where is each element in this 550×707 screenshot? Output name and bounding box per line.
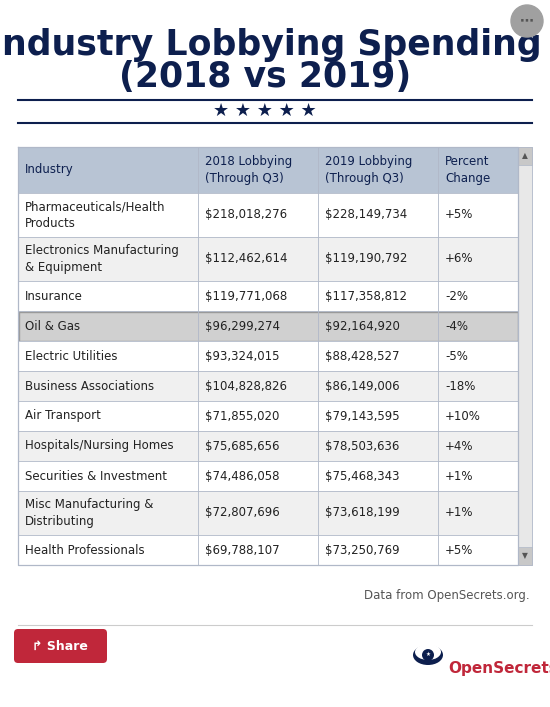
Text: ★: ★	[426, 651, 431, 657]
Text: +5%: +5%	[445, 209, 474, 221]
Text: $96,299,274: $96,299,274	[205, 320, 280, 332]
Text: $69,788,107: $69,788,107	[205, 544, 279, 556]
FancyBboxPatch shape	[18, 491, 518, 535]
Text: Pharmaceuticals/Health
Products: Pharmaceuticals/Health Products	[25, 200, 166, 230]
Text: Oil & Gas: Oil & Gas	[25, 320, 80, 332]
FancyBboxPatch shape	[518, 547, 532, 565]
Text: Insurance: Insurance	[25, 289, 83, 303]
Text: Electric Utilities: Electric Utilities	[25, 349, 118, 363]
Text: $88,428,527: $88,428,527	[325, 349, 399, 363]
FancyBboxPatch shape	[518, 147, 532, 565]
Text: ★ ★ ★ ★ ★: ★ ★ ★ ★ ★	[213, 102, 317, 120]
Text: $79,143,595: $79,143,595	[325, 409, 400, 423]
Text: -18%: -18%	[445, 380, 475, 392]
FancyBboxPatch shape	[18, 535, 518, 565]
Text: Health Professionals: Health Professionals	[25, 544, 145, 556]
FancyBboxPatch shape	[18, 401, 518, 431]
Text: -5%: -5%	[445, 349, 468, 363]
Circle shape	[422, 649, 434, 661]
Text: ↱ Share: ↱ Share	[32, 640, 88, 653]
FancyBboxPatch shape	[18, 193, 518, 237]
Text: $93,324,015: $93,324,015	[205, 349, 279, 363]
Text: Industry: Industry	[25, 163, 74, 177]
Text: $74,486,058: $74,486,058	[205, 469, 279, 482]
FancyBboxPatch shape	[18, 311, 518, 341]
Text: Data from OpenSecrets.org.: Data from OpenSecrets.org.	[364, 588, 530, 602]
FancyBboxPatch shape	[18, 237, 518, 281]
Text: $92,164,920: $92,164,920	[325, 320, 400, 332]
Text: +10%: +10%	[445, 409, 481, 423]
FancyBboxPatch shape	[18, 147, 518, 193]
Text: +6%: +6%	[445, 252, 474, 266]
Text: $75,685,656: $75,685,656	[205, 440, 279, 452]
Text: -4%: -4%	[445, 320, 468, 332]
Text: 2018 Lobbying
(Through Q3): 2018 Lobbying (Through Q3)	[205, 156, 292, 185]
Text: $112,462,614: $112,462,614	[205, 252, 288, 266]
Text: +4%: +4%	[445, 440, 474, 452]
Ellipse shape	[413, 645, 443, 665]
Text: $72,807,696: $72,807,696	[205, 506, 280, 520]
Text: $218,018,276: $218,018,276	[205, 209, 287, 221]
FancyBboxPatch shape	[14, 629, 107, 663]
Text: $75,468,343: $75,468,343	[325, 469, 399, 482]
Circle shape	[511, 5, 543, 37]
Text: -2%: -2%	[445, 289, 468, 303]
Text: $228,149,734: $228,149,734	[325, 209, 407, 221]
Text: 2019 Lobbying
(Through Q3): 2019 Lobbying (Through Q3)	[325, 156, 412, 185]
FancyBboxPatch shape	[18, 431, 518, 461]
Text: +1%: +1%	[445, 469, 474, 482]
Text: Industry Lobbying Spending: Industry Lobbying Spending	[0, 28, 541, 62]
FancyBboxPatch shape	[18, 341, 518, 371]
Text: Securities & Investment: Securities & Investment	[25, 469, 167, 482]
Text: Business Associations: Business Associations	[25, 380, 154, 392]
FancyBboxPatch shape	[18, 371, 518, 401]
Text: Percent
Change: Percent Change	[445, 156, 490, 185]
Text: $117,358,812: $117,358,812	[325, 289, 407, 303]
Text: $73,618,199: $73,618,199	[325, 506, 400, 520]
Text: $86,149,006: $86,149,006	[325, 380, 400, 392]
Text: $73,250,769: $73,250,769	[325, 544, 400, 556]
Text: Misc Manufacturing &
Distributing: Misc Manufacturing & Distributing	[25, 498, 153, 527]
Text: Hospitals/Nursing Homes: Hospitals/Nursing Homes	[25, 440, 174, 452]
Ellipse shape	[415, 644, 441, 660]
Text: (2018 vs 2019): (2018 vs 2019)	[119, 60, 411, 94]
Text: $119,771,068: $119,771,068	[205, 289, 287, 303]
Text: ▼: ▼	[522, 551, 528, 561]
Text: OpenSecrets.org: OpenSecrets.org	[448, 662, 550, 677]
Text: Electronics Manufacturing
& Equipment: Electronics Manufacturing & Equipment	[25, 244, 179, 274]
Text: +1%: +1%	[445, 506, 474, 520]
Text: $71,855,020: $71,855,020	[205, 409, 279, 423]
Text: +5%: +5%	[445, 544, 474, 556]
Text: ▲: ▲	[522, 151, 528, 160]
Text: ⋯: ⋯	[520, 13, 534, 27]
Text: $78,503,636: $78,503,636	[325, 440, 399, 452]
FancyBboxPatch shape	[18, 281, 518, 311]
FancyBboxPatch shape	[18, 461, 518, 491]
Text: $119,190,792: $119,190,792	[325, 252, 408, 266]
Text: Air Transport: Air Transport	[25, 409, 101, 423]
Text: $104,828,826: $104,828,826	[205, 380, 287, 392]
FancyBboxPatch shape	[518, 147, 532, 165]
